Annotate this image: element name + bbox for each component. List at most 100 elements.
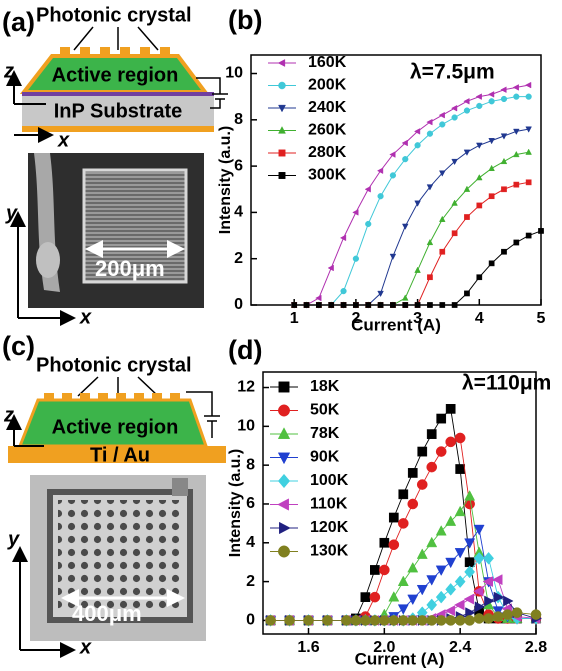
data-point: [398, 615, 408, 625]
data-point: [476, 94, 481, 100]
figure: (a) Photonic crystal Active region InP S…: [0, 0, 562, 671]
scale-label: 400μm: [72, 601, 142, 626]
data-point: [389, 615, 399, 625]
data-point: [353, 256, 359, 262]
data-point: [390, 152, 395, 158]
data-point: [437, 414, 446, 423]
panel-label: (d): [228, 335, 262, 365]
data-point: [489, 194, 494, 199]
data-point: [464, 150, 470, 155]
data-point: [465, 491, 475, 501]
data-point: [452, 302, 457, 307]
diagram-label: Photonic crystal: [36, 4, 192, 26]
y-tick-label: 10: [225, 65, 243, 82]
data-point: [464, 214, 469, 219]
data-point: [378, 193, 384, 199]
data-point: [493, 611, 503, 621]
diagram-label: Ti / Au: [90, 444, 150, 466]
data-point: [526, 94, 532, 100]
legend-marker: [278, 405, 289, 416]
data-point: [538, 228, 543, 233]
data-point: [514, 182, 519, 187]
y-tick-label: 2: [234, 250, 243, 267]
data-point: [501, 87, 506, 93]
data-point: [436, 591, 446, 603]
data-point: [501, 96, 507, 102]
legend-label: 200K: [308, 77, 347, 94]
data-point: [399, 490, 408, 499]
legend-marker: [279, 172, 285, 178]
diagram-a: (a) Photonic crystal Active region InP S…: [2, 4, 228, 151]
legend-label: 160K: [308, 54, 347, 71]
data-point: [408, 615, 418, 625]
data-point: [526, 149, 532, 154]
legend-label: 18K: [310, 378, 340, 395]
x-axis-title: Current (A): [355, 649, 445, 668]
diagram-label: Active region: [52, 416, 179, 438]
data-point: [379, 565, 389, 575]
axis-letter: x: [57, 129, 70, 151]
data-point: [403, 302, 408, 307]
data-point: [526, 82, 531, 88]
legend-marker: [278, 499, 289, 510]
data-point: [513, 85, 518, 91]
data-point: [370, 592, 380, 602]
data-point: [514, 240, 519, 245]
data-point: [316, 302, 321, 307]
data-point: [417, 615, 427, 625]
data-point: [427, 275, 432, 280]
data-point: [526, 180, 531, 185]
legend-marker: [278, 546, 289, 557]
data-point: [501, 187, 506, 192]
data-point: [389, 592, 399, 602]
diagram-label: Photonic crystal: [36, 354, 192, 376]
annotation: λ=110μm: [462, 372, 551, 395]
y-tick-label: 8: [234, 111, 243, 128]
data-point: [378, 302, 383, 307]
legend-marker: [278, 474, 289, 488]
chart: 123450246810Current (A)Intensity (a.u.)λ…: [217, 54, 545, 334]
legend-marker: [278, 59, 285, 66]
data-point: [303, 615, 313, 625]
data-point: [353, 302, 358, 307]
data-point: [360, 615, 370, 625]
y-tick-label: 0: [246, 612, 255, 629]
x-tick-label: 1.6: [297, 639, 319, 656]
legend-label: 280K: [308, 144, 347, 161]
data-point: [474, 613, 484, 623]
legend-label: 300K: [308, 167, 347, 184]
legend-label: 260K: [308, 122, 347, 139]
data-point: [418, 447, 427, 456]
y-tick-label: 8: [246, 456, 255, 473]
y-tick-label: 12: [237, 379, 255, 396]
data-point: [464, 98, 469, 104]
data-point: [476, 175, 482, 180]
data-point: [452, 231, 457, 236]
data-point: [370, 565, 379, 574]
panel-label: (c): [2, 331, 35, 361]
data-point: [266, 615, 276, 625]
diagram-label: InP Substrate: [54, 100, 183, 122]
legend-label: 110K: [310, 496, 348, 513]
data-point: [415, 267, 421, 272]
data-point: [284, 615, 294, 625]
data-point: [427, 599, 437, 611]
axis-letter: z: [3, 60, 14, 82]
data-point: [389, 513, 398, 522]
axis-letter: z: [3, 404, 14, 426]
data-point: [512, 608, 522, 618]
data-point: [415, 142, 421, 148]
data-point: [427, 239, 433, 244]
data-point: [477, 203, 482, 208]
data-point: [415, 201, 421, 206]
data-point: [440, 302, 445, 307]
y-tick-label: 2: [246, 573, 255, 590]
data-point: [464, 594, 474, 604]
data-point: [390, 302, 395, 307]
y-tick-label: 0: [234, 296, 243, 313]
data-point: [489, 165, 495, 170]
data-point: [476, 103, 482, 109]
x-tick-label: 5: [537, 310, 546, 327]
data-point: [436, 615, 446, 625]
data-point: [380, 538, 389, 547]
